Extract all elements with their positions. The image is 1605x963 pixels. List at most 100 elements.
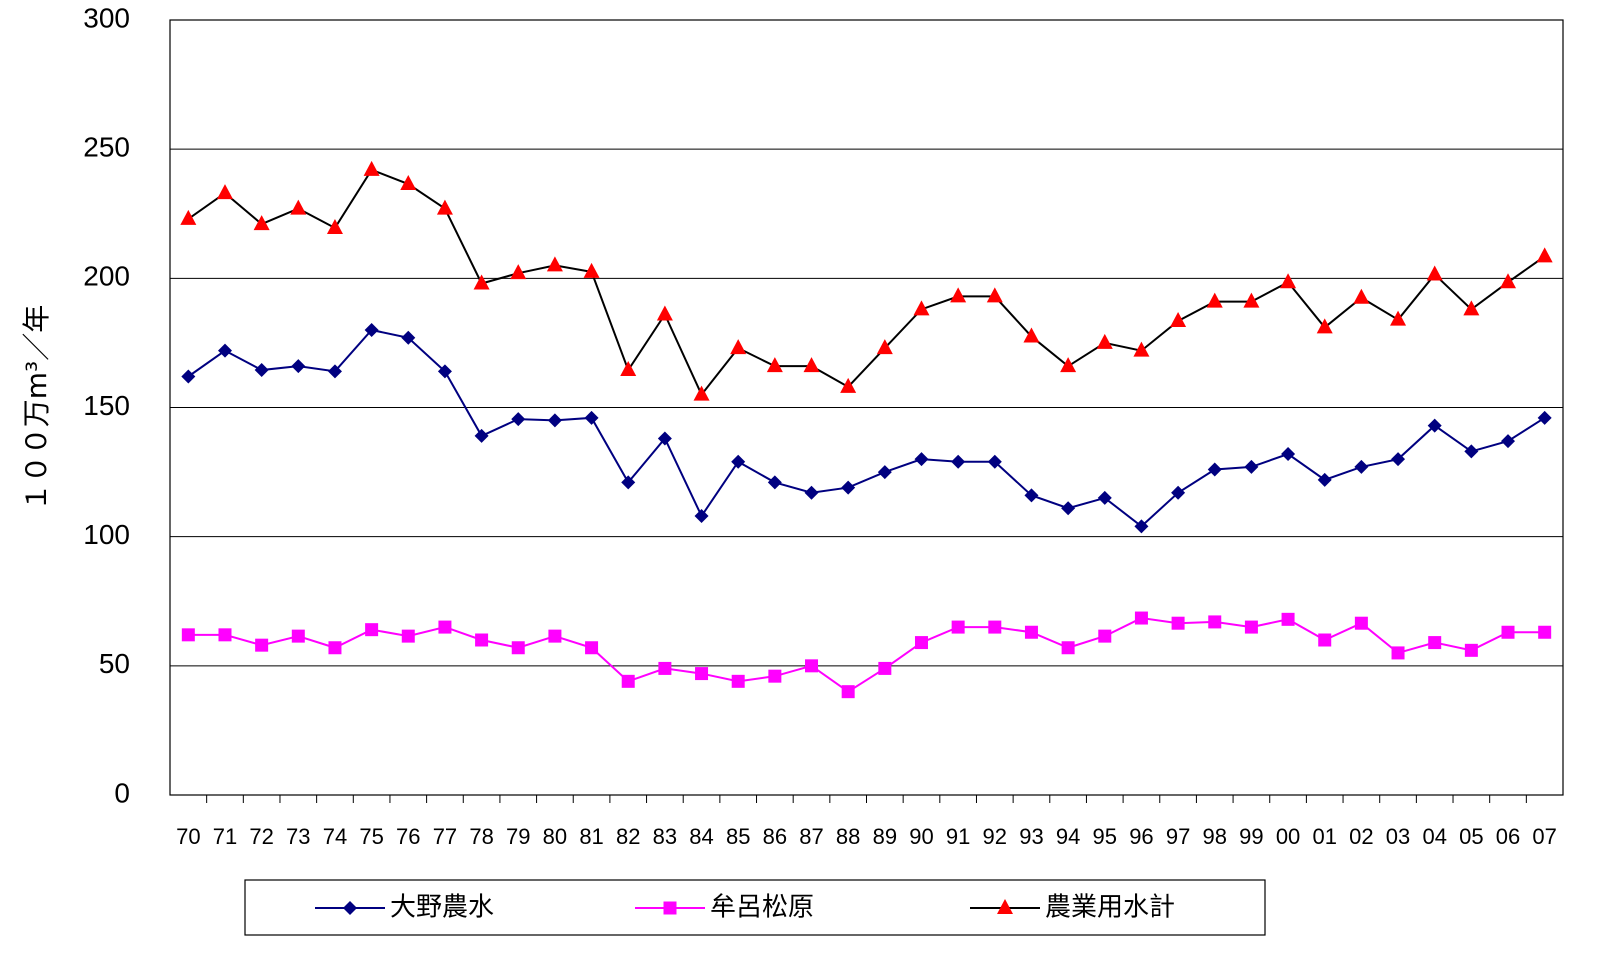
x-tick-label: 70 <box>176 824 200 849</box>
data-point <box>546 256 563 272</box>
data-point <box>291 359 306 374</box>
x-tick-label: 72 <box>249 824 273 849</box>
data-point <box>914 452 929 467</box>
x-tick-label: 82 <box>616 824 640 849</box>
data-point <box>1391 452 1406 467</box>
legend-marker <box>997 899 1013 914</box>
legend-label: 牟呂松原 <box>710 893 814 923</box>
data-point <box>1061 501 1076 516</box>
data-point <box>1464 444 1479 459</box>
data-point <box>180 209 197 225</box>
data-point <box>731 674 745 688</box>
x-tick-label: 05 <box>1459 824 1483 849</box>
data-point <box>1463 300 1480 316</box>
data-point <box>1133 341 1150 357</box>
data-point <box>1354 459 1369 474</box>
data-point <box>1501 434 1516 449</box>
legend-label: 農業用水計 <box>1045 893 1175 923</box>
data-point <box>1134 611 1148 625</box>
x-tick-label: 99 <box>1239 824 1263 849</box>
x-tick-label: 92 <box>983 824 1007 849</box>
data-point <box>1426 265 1443 281</box>
data-point <box>253 215 270 231</box>
data-point <box>877 465 892 480</box>
data-point <box>840 377 857 393</box>
data-point <box>1207 462 1222 477</box>
data-point <box>291 629 305 643</box>
legend-box <box>244 879 1266 936</box>
data-point <box>1538 625 1552 639</box>
y-tick-label: 100 <box>83 519 130 550</box>
series-line <box>187 328 1546 528</box>
data-point <box>1281 612 1295 626</box>
data-point <box>1096 333 1113 349</box>
x-tick-label: 90 <box>909 824 933 849</box>
x-tick-label: 87 <box>799 824 823 849</box>
x-tick-label: 02 <box>1349 824 1373 849</box>
x-tick-label: 91 <box>946 824 970 849</box>
data-point <box>1244 620 1258 634</box>
data-point <box>1023 327 1040 343</box>
data-point <box>876 339 893 355</box>
data-point <box>841 480 856 495</box>
data-point <box>511 412 526 427</box>
data-point <box>1243 292 1260 308</box>
data-point <box>548 629 562 643</box>
data-point <box>218 628 232 642</box>
data-point <box>986 287 1003 303</box>
data-point <box>1391 646 1405 660</box>
data-point <box>1024 488 1039 503</box>
data-point <box>730 339 747 355</box>
y-tick-label: 200 <box>83 261 130 292</box>
x-tick-label: 73 <box>286 824 310 849</box>
y-axis-label: １００万m³／年 <box>20 305 53 512</box>
x-tick-label: 84 <box>689 824 713 849</box>
x-tick-label: 75 <box>359 824 383 849</box>
data-point <box>878 661 892 675</box>
legend-marker <box>343 901 357 915</box>
x-tick-label: 85 <box>726 824 750 849</box>
x-tick-label: 95 <box>1093 824 1117 849</box>
x-tick-label: 06 <box>1496 824 1520 849</box>
data-point <box>401 629 415 643</box>
data-point <box>621 475 636 490</box>
data-point <box>1354 616 1368 630</box>
x-tick-label: 78 <box>469 824 493 849</box>
data-point <box>438 620 452 634</box>
data-point <box>657 431 672 446</box>
legend-label: 大野農水 <box>390 893 494 923</box>
legend-marker <box>663 901 677 915</box>
data-point <box>254 363 269 378</box>
y-tick-label: 300 <box>83 2 130 33</box>
data-point <box>694 509 709 523</box>
x-tick-label: 74 <box>323 824 347 849</box>
data-point <box>914 636 928 650</box>
x-tick-label: 00 <box>1276 824 1300 849</box>
data-point <box>768 669 782 683</box>
x-tick-label: 94 <box>1056 824 1080 849</box>
y-tick-label: 0 <box>114 777 130 808</box>
data-point <box>547 413 562 428</box>
x-tick-label: 93 <box>1019 824 1043 849</box>
data-point <box>511 641 525 655</box>
data-point <box>364 323 379 337</box>
data-point <box>473 274 490 290</box>
y-tick-label: 250 <box>83 132 130 163</box>
data-point <box>1317 472 1332 487</box>
x-tick-label: 98 <box>1203 824 1227 849</box>
data-point <box>1097 490 1112 505</box>
x-tick-label: 01 <box>1312 824 1336 849</box>
data-point <box>951 454 966 469</box>
data-point <box>400 175 417 191</box>
data-point <box>1280 273 1297 289</box>
data-point <box>951 620 965 634</box>
data-point <box>1318 633 1332 647</box>
data-point <box>658 661 672 675</box>
x-tick-label: 88 <box>836 824 860 849</box>
data-point <box>401 330 416 345</box>
data-point <box>804 485 819 500</box>
data-point <box>365 623 379 637</box>
x-tick-label: 83 <box>653 824 677 849</box>
data-point <box>1134 519 1149 534</box>
